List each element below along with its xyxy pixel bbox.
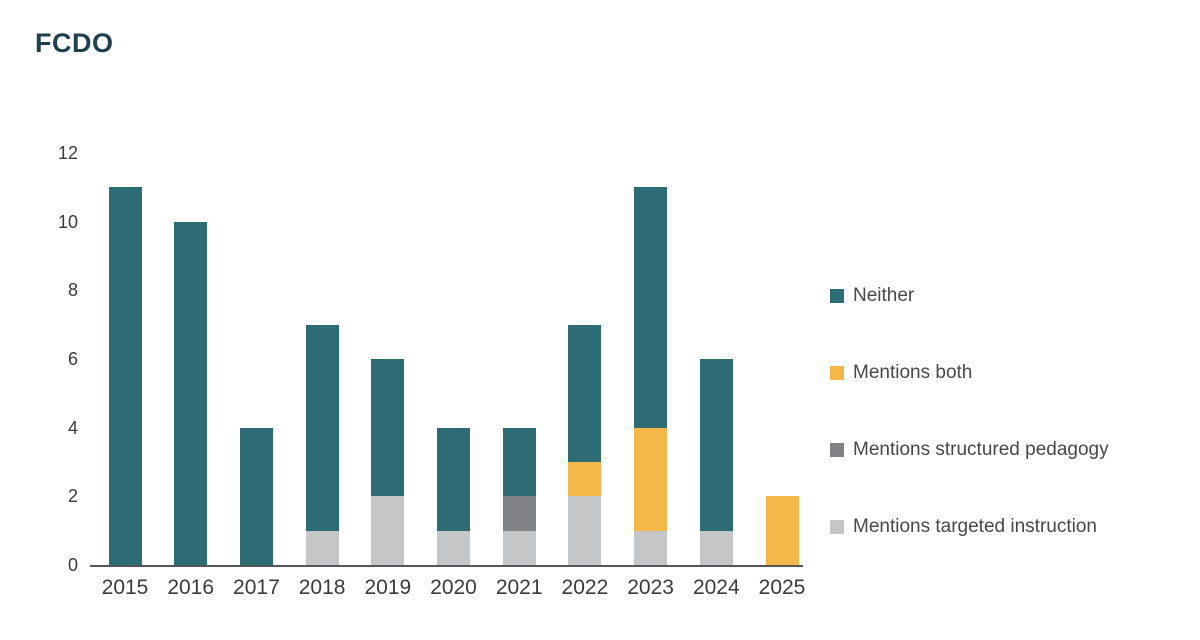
- chart-title: FCDO: [35, 28, 114, 58]
- bar-segment: [174, 221, 208, 565]
- legend-label: Mentions structured pedagogy: [853, 439, 1109, 460]
- legend-swatch-icon: [830, 289, 844, 303]
- x-axis-tick-label: 2019: [364, 576, 412, 599]
- bar-segment: [699, 359, 733, 531]
- bar-segment: [568, 496, 602, 565]
- bar-segment: [765, 496, 799, 565]
- bar-segment: [634, 187, 668, 428]
- y-axis-tick-label: 0: [67, 555, 78, 575]
- x-axis-tick-label: 2020: [430, 576, 477, 599]
- plot-area: [90, 153, 803, 567]
- bar-segment: [437, 427, 470, 531]
- bar-segment: [371, 496, 405, 565]
- y-axis-tick-label: 2: [67, 486, 78, 507]
- legend-item: Neither: [830, 285, 914, 307]
- y-axis-tick-label: 12: [57, 143, 78, 163]
- bar-segment: [239, 427, 273, 565]
- legend-label: Mentions both: [853, 362, 973, 383]
- legend-swatch-icon: [830, 366, 844, 380]
- x-axis-tick-label: 2015: [101, 576, 149, 599]
- bar-segment: [699, 530, 733, 565]
- y-axis-tick-label: 6: [67, 349, 78, 369]
- bar-segment: [634, 530, 668, 565]
- legend-item: Mentions structured pedagogy: [830, 439, 1109, 461]
- y-axis-tick-label: 8: [67, 280, 78, 301]
- legend-swatch-icon: [830, 520, 844, 534]
- bar-segment: [108, 187, 142, 565]
- x-axis-tick-label: 2021: [495, 576, 543, 599]
- bar-segment: [437, 530, 470, 565]
- x-axis-tick-label: 2024: [692, 576, 740, 599]
- x-axis-tick-label: 2017: [233, 576, 280, 599]
- bar-segment: [371, 359, 405, 497]
- bar-segment: [502, 427, 536, 497]
- legend-label: Mentions targeted instruction: [853, 516, 1097, 537]
- y-axis-tick-label: 4: [67, 417, 78, 438]
- bar-segment: [305, 530, 339, 565]
- legend-item: Mentions targeted instruction: [830, 516, 1097, 538]
- bar-segment: [634, 427, 668, 531]
- x-axis-tick-label: 2023: [627, 576, 674, 599]
- x-axis-tick-label: 2022: [561, 576, 609, 599]
- legend-label: Neither: [853, 285, 915, 306]
- x-axis-tick-label: 2018: [298, 576, 346, 599]
- bar-segment: [568, 462, 602, 497]
- bar-segment: [502, 530, 536, 565]
- bar-segment: [305, 324, 339, 531]
- legend-swatch-icon: [830, 443, 844, 457]
- legend-item: Mentions both: [830, 362, 972, 384]
- y-axis-tick-label: 10: [57, 211, 78, 232]
- x-axis-tick-label: 2016: [167, 576, 215, 599]
- x-axis-tick-label: 2025: [758, 576, 806, 599]
- bar-segment: [568, 324, 602, 462]
- bar-segment: [502, 496, 536, 531]
